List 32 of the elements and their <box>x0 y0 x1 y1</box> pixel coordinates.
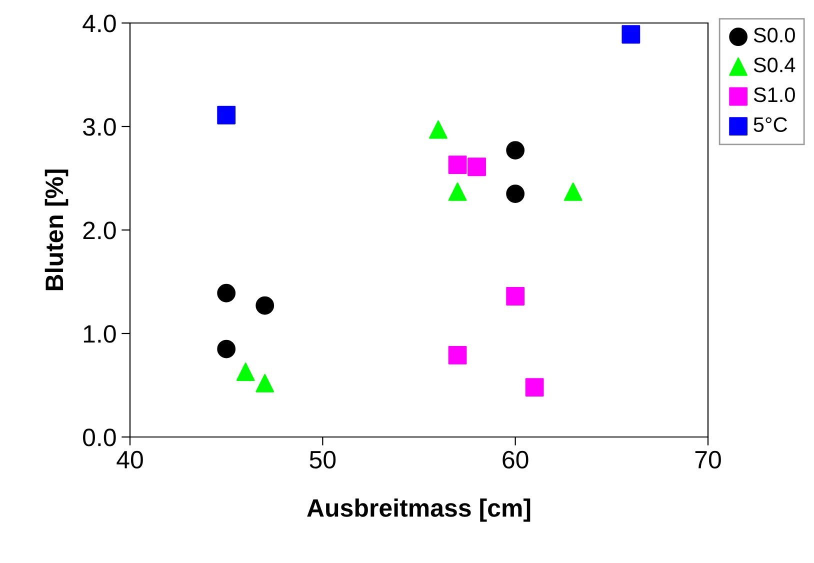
point <box>564 182 582 201</box>
point <box>448 156 467 174</box>
point <box>506 287 525 306</box>
point <box>622 25 640 44</box>
point <box>468 158 486 176</box>
y-axis-title: Bluten [%] <box>44 170 68 290</box>
y-tick-label: 2.0 <box>83 222 116 240</box>
y-tick-label: 3.0 <box>83 118 116 136</box>
point <box>256 296 274 315</box>
point <box>506 184 525 203</box>
point <box>217 106 236 124</box>
point <box>448 346 467 364</box>
x-tick-label: 70 <box>695 450 721 469</box>
point <box>217 340 236 358</box>
point <box>525 378 544 397</box>
legend-label: S0.0 <box>754 28 795 42</box>
point <box>236 362 255 381</box>
point <box>429 120 448 139</box>
point <box>217 284 236 302</box>
y-tick-label: 0.0 <box>83 428 116 446</box>
x-axis-title: Ausbreitmass [cm] <box>307 498 530 522</box>
legend-label: S0.4 <box>754 58 796 72</box>
point <box>506 141 525 160</box>
x-tick-label: 60 <box>502 450 528 469</box>
x-tick-label: 40 <box>116 450 143 469</box>
y-tick-label: 1.0 <box>84 325 116 343</box>
point <box>256 374 274 392</box>
point <box>448 182 467 201</box>
y-tick-label: 4.0 <box>82 14 116 32</box>
legend-label: S1.0 <box>754 87 795 102</box>
x-tick-label: 50 <box>310 450 336 469</box>
legend-label: 5°C <box>754 117 788 132</box>
